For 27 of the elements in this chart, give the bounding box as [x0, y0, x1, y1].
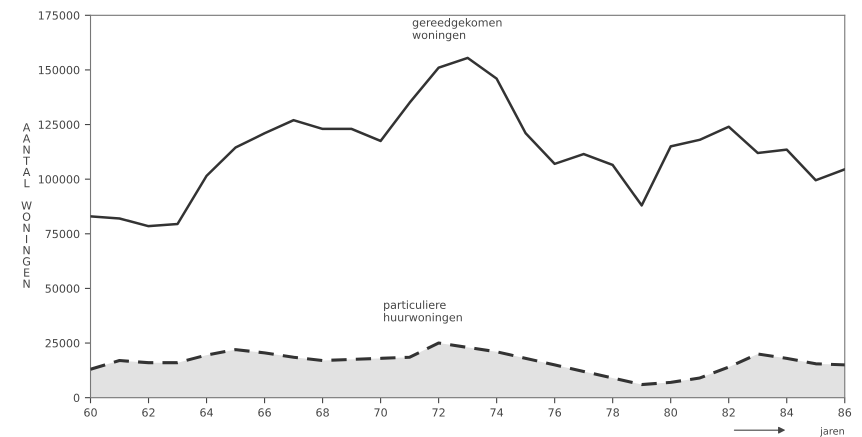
- x-tick-label: 68: [316, 408, 329, 417]
- x-tick-label: 66: [258, 408, 271, 417]
- y-tick-label: 175000: [38, 11, 80, 20]
- text: gereedgekomen woningen: [412, 18, 502, 42]
- x-tick-label: 84: [780, 408, 794, 417]
- x-tick-label: 78: [606, 408, 619, 417]
- x-tick-label: 80: [664, 408, 678, 417]
- y-tick-label: 50000: [46, 284, 80, 293]
- line-series: [90, 56, 845, 228]
- y-tick-label: 100000: [38, 175, 80, 184]
- x-tick-label: 82: [722, 408, 735, 417]
- x-tick-label: 76: [548, 408, 562, 417]
- x-tick-label: 74: [490, 408, 504, 417]
- y-tick-label: 0: [74, 394, 80, 402]
- y-tick-label: 125000: [38, 120, 80, 129]
- x-tick-label: 72: [432, 408, 445, 417]
- x-tick-label: 70: [374, 408, 387, 417]
- y-tick-label: 150000: [38, 66, 80, 74]
- x-axis-title: jaren: [820, 427, 844, 437]
- x-tick-label: 60: [84, 408, 97, 417]
- x-tick-label: 86: [838, 408, 852, 417]
- text: particuliere huurwoningen: [384, 300, 462, 324]
- y-tick-label: 75000: [46, 230, 80, 238]
- x-tick-label: 64: [200, 408, 213, 417]
- text: AANTAL WONINGEN: [21, 123, 32, 288]
- y-tick-label: 25000: [46, 339, 80, 348]
- x-tick-label: 62: [142, 408, 154, 417]
